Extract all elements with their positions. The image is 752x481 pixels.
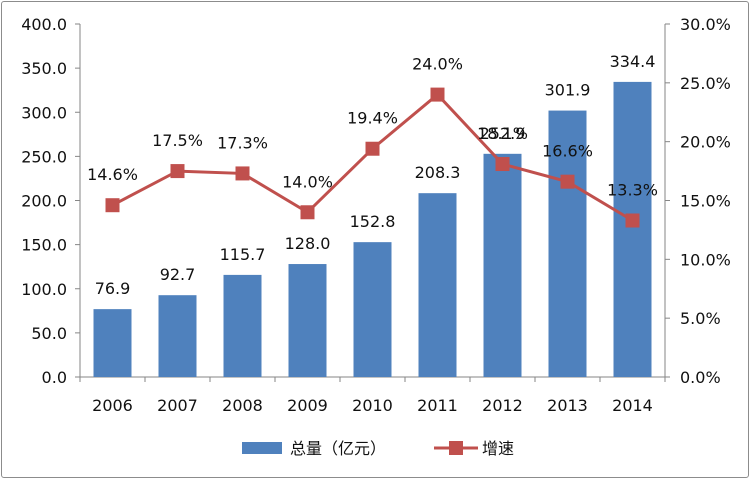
right-tick-label: 15.0% bbox=[680, 192, 731, 211]
growth-marker bbox=[365, 141, 380, 156]
left-tick-label: 0.0 bbox=[42, 368, 67, 387]
bar-value-label: 252.9 bbox=[480, 124, 526, 143]
right-tick-label: 25.0% bbox=[680, 74, 731, 93]
x-tick-label: 2013 bbox=[547, 396, 588, 415]
x-tick-label: 2012 bbox=[482, 396, 523, 415]
bar bbox=[353, 242, 392, 377]
bar-value-label: 76.9 bbox=[95, 279, 131, 298]
legend-layer: 总量（亿元） 增速 bbox=[242, 439, 514, 458]
bar bbox=[288, 264, 327, 377]
bar bbox=[548, 110, 587, 378]
right-tick-label: 5.0% bbox=[680, 309, 721, 328]
legend-line-marker bbox=[449, 441, 463, 455]
x-tick-label: 2009 bbox=[287, 396, 328, 415]
growth-marker bbox=[560, 174, 575, 189]
legend-bar-label: 总量（亿元） bbox=[290, 439, 386, 458]
right-tick-label: 0.0% bbox=[680, 368, 721, 387]
legend-bar-swatch bbox=[242, 442, 282, 454]
growth-marker bbox=[300, 205, 315, 220]
bar bbox=[223, 274, 262, 377]
x-tick-label: 2014 bbox=[612, 396, 653, 415]
growth-value-label: 13.3% bbox=[607, 181, 658, 200]
labels-layer: 76.9 92.7 115.7 128.0 152.8 208.3 252.9 301.9 33… bbox=[87, 52, 658, 298]
bar-value-label: 301.9 bbox=[545, 81, 591, 100]
bar-value-label: 128.0 bbox=[285, 234, 331, 253]
growth-value-label: 24.0% bbox=[412, 55, 463, 74]
growth-marker bbox=[235, 166, 250, 181]
line-layer bbox=[105, 87, 640, 228]
x-tick-label: 2008 bbox=[222, 396, 263, 415]
bar bbox=[158, 295, 197, 377]
left-tick-label: 350.0 bbox=[21, 59, 67, 78]
bar bbox=[613, 81, 652, 377]
bar-value-label: 334.4 bbox=[610, 52, 656, 71]
left-tick-label: 50.0 bbox=[31, 324, 67, 343]
growth-marker bbox=[430, 87, 445, 102]
x-tick-label: 2006 bbox=[92, 396, 133, 415]
left-tick-label: 250.0 bbox=[21, 147, 67, 166]
growth-value-label: 17.3% bbox=[217, 133, 268, 152]
right-tick-label: 20.0% bbox=[680, 133, 731, 152]
left-tick-label: 150.0 bbox=[21, 236, 67, 255]
growth-value-label: 14.6% bbox=[87, 165, 138, 184]
right-tick-label: 30.0% bbox=[680, 15, 731, 34]
growth-value-label: 14.0% bbox=[282, 172, 333, 191]
bar-value-label: 208.3 bbox=[415, 163, 461, 182]
bar bbox=[418, 193, 457, 377]
bar-value-label: 152.8 bbox=[350, 212, 396, 231]
bar-value-label: 115.7 bbox=[220, 245, 266, 264]
growth-marker bbox=[495, 157, 510, 172]
legend-line-label: 增速 bbox=[482, 439, 514, 458]
growth-value-label: 18.1% bbox=[477, 124, 528, 143]
growth-value-label: 16.6% bbox=[542, 142, 593, 161]
growth-value-label: 19.4% bbox=[347, 109, 398, 128]
bar bbox=[483, 153, 522, 377]
bar bbox=[93, 309, 132, 377]
x-tick-label: 2007 bbox=[157, 396, 198, 415]
growth-marker bbox=[105, 198, 120, 213]
x-tick-label: 2010 bbox=[352, 396, 393, 415]
x-tick-label: 2011 bbox=[417, 396, 458, 415]
growth-marker bbox=[170, 164, 185, 179]
growth-value-label: 17.5% bbox=[152, 131, 203, 150]
left-tick-label: 300.0 bbox=[21, 103, 67, 122]
left-tick-label: 100.0 bbox=[21, 280, 67, 299]
axes-layer: 0.0 50.0 100.0 150.0 200.0 250.0 300.0 350.0 400… bbox=[21, 15, 731, 415]
bars-layer bbox=[93, 81, 652, 378]
left-tick-label: 200.0 bbox=[21, 192, 67, 211]
growth-marker bbox=[625, 213, 640, 228]
bar-value-label: 92.7 bbox=[160, 265, 196, 284]
right-tick-label: 10.0% bbox=[680, 250, 731, 269]
left-tick-label: 400.0 bbox=[21, 15, 67, 34]
